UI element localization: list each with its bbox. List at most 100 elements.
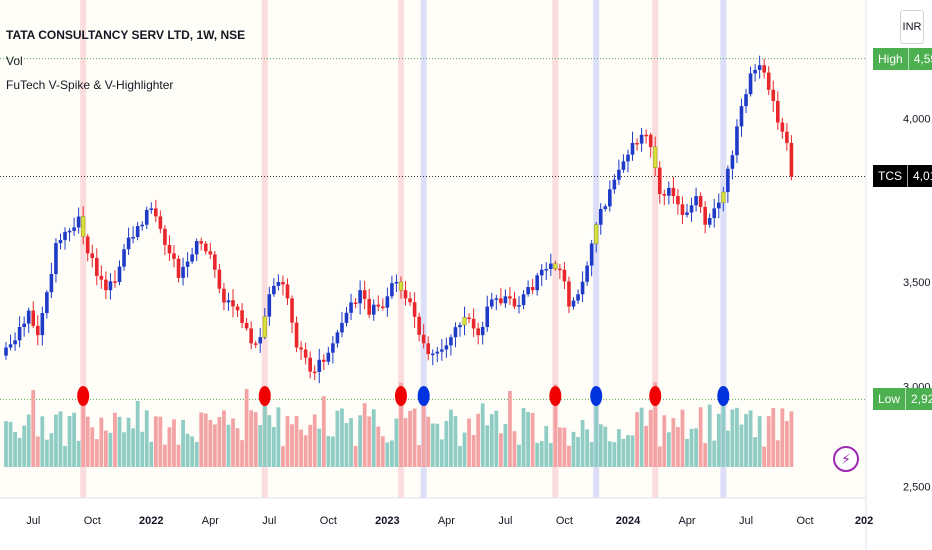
candle [267, 286, 272, 326]
volume-bar [666, 432, 671, 467]
volume-bar [271, 426, 276, 467]
candle [117, 260, 122, 286]
candle [371, 299, 376, 321]
candle [494, 294, 499, 311]
volume-bar [249, 410, 254, 467]
volume-bar [158, 416, 163, 467]
volume-bars [4, 382, 794, 467]
volume-bar [725, 430, 730, 467]
candle [340, 311, 344, 338]
volume-bar [467, 418, 471, 467]
candle [653, 136, 658, 176]
time-tick-label: Oct [556, 515, 573, 527]
candle [81, 206, 86, 245]
candle [485, 295, 490, 332]
candle [553, 260, 558, 271]
volume-bar [685, 438, 689, 467]
candle [789, 135, 794, 181]
candle [757, 55, 762, 79]
volume-bar [430, 423, 435, 467]
volume-bar [562, 427, 567, 467]
volume-bar [526, 411, 530, 467]
time-tick-label: 2024 [616, 515, 641, 527]
candle [603, 204, 608, 212]
price-tick-label: 2,500 [903, 482, 931, 494]
price-scale[interactable] [866, 0, 932, 550]
candle [421, 324, 426, 349]
candle [635, 138, 639, 151]
volume-bar [26, 414, 31, 467]
highlight-bands [80, 0, 727, 498]
candle [176, 255, 181, 283]
time-scale[interactable] [0, 498, 866, 550]
candle [281, 275, 285, 296]
volume-bar [108, 432, 113, 467]
blue-spike-marker [717, 386, 730, 406]
low-tag-value: 2,926 [905, 388, 932, 411]
volume-bar [789, 411, 794, 467]
volume-bar [671, 418, 676, 467]
volume-bar [222, 410, 226, 467]
volume-bar [508, 390, 512, 467]
volume-indicator-label[interactable]: Vol [6, 54, 23, 68]
candle [785, 122, 789, 151]
volume-bar [580, 419, 585, 467]
currency-button[interactable]: INR [900, 10, 924, 44]
candle [308, 351, 312, 379]
candle [776, 91, 780, 130]
candle [440, 339, 444, 361]
volume-bar [707, 404, 712, 467]
candle [567, 276, 571, 314]
candle [521, 290, 526, 310]
volume-bar [190, 436, 195, 467]
volume-bar [703, 443, 708, 467]
volume-bar [144, 410, 149, 467]
volume-bar [285, 416, 290, 467]
candle [158, 210, 163, 234]
volume-bar [517, 444, 521, 467]
candle [676, 188, 680, 215]
candle [126, 227, 131, 255]
candle [49, 262, 54, 299]
volume-bar [476, 413, 481, 467]
volume-bar [131, 428, 136, 467]
highlight-band [720, 0, 727, 498]
volume-bar [680, 409, 685, 467]
candle [499, 287, 503, 306]
price-tick-label: 4,000 [903, 113, 931, 125]
volume-bar [399, 382, 403, 467]
candle [458, 322, 462, 337]
volume-bar [535, 442, 540, 467]
candle [417, 312, 421, 342]
candle [131, 226, 135, 244]
volume-bar [262, 388, 267, 467]
time-tick-label: Apr [202, 515, 219, 527]
candle [213, 250, 217, 278]
candle [376, 295, 381, 312]
candle [512, 291, 517, 310]
candle [685, 203, 689, 218]
volume-bar [735, 407, 739, 467]
candle [13, 332, 17, 351]
candle [4, 342, 8, 360]
candle [222, 282, 226, 311]
candle [462, 306, 467, 336]
volume-bar [626, 435, 630, 467]
candle [294, 316, 299, 353]
candle [662, 189, 667, 206]
candle [703, 201, 707, 234]
volume-bar [553, 384, 558, 467]
candle [67, 228, 72, 242]
highlight-band [652, 0, 659, 498]
volume-bar [648, 409, 653, 467]
candle [344, 306, 349, 327]
vspike-indicator-label[interactable]: FuTech V-Spike & V-Highlighter [6, 78, 174, 92]
volume-bar [498, 433, 503, 467]
candle [99, 265, 104, 289]
volume-bar [113, 412, 117, 467]
volume-bar [435, 423, 440, 467]
candle [644, 129, 648, 144]
low-tag-label: Low [878, 392, 901, 407]
lightning-icon[interactable]: ⚡ [833, 446, 859, 472]
